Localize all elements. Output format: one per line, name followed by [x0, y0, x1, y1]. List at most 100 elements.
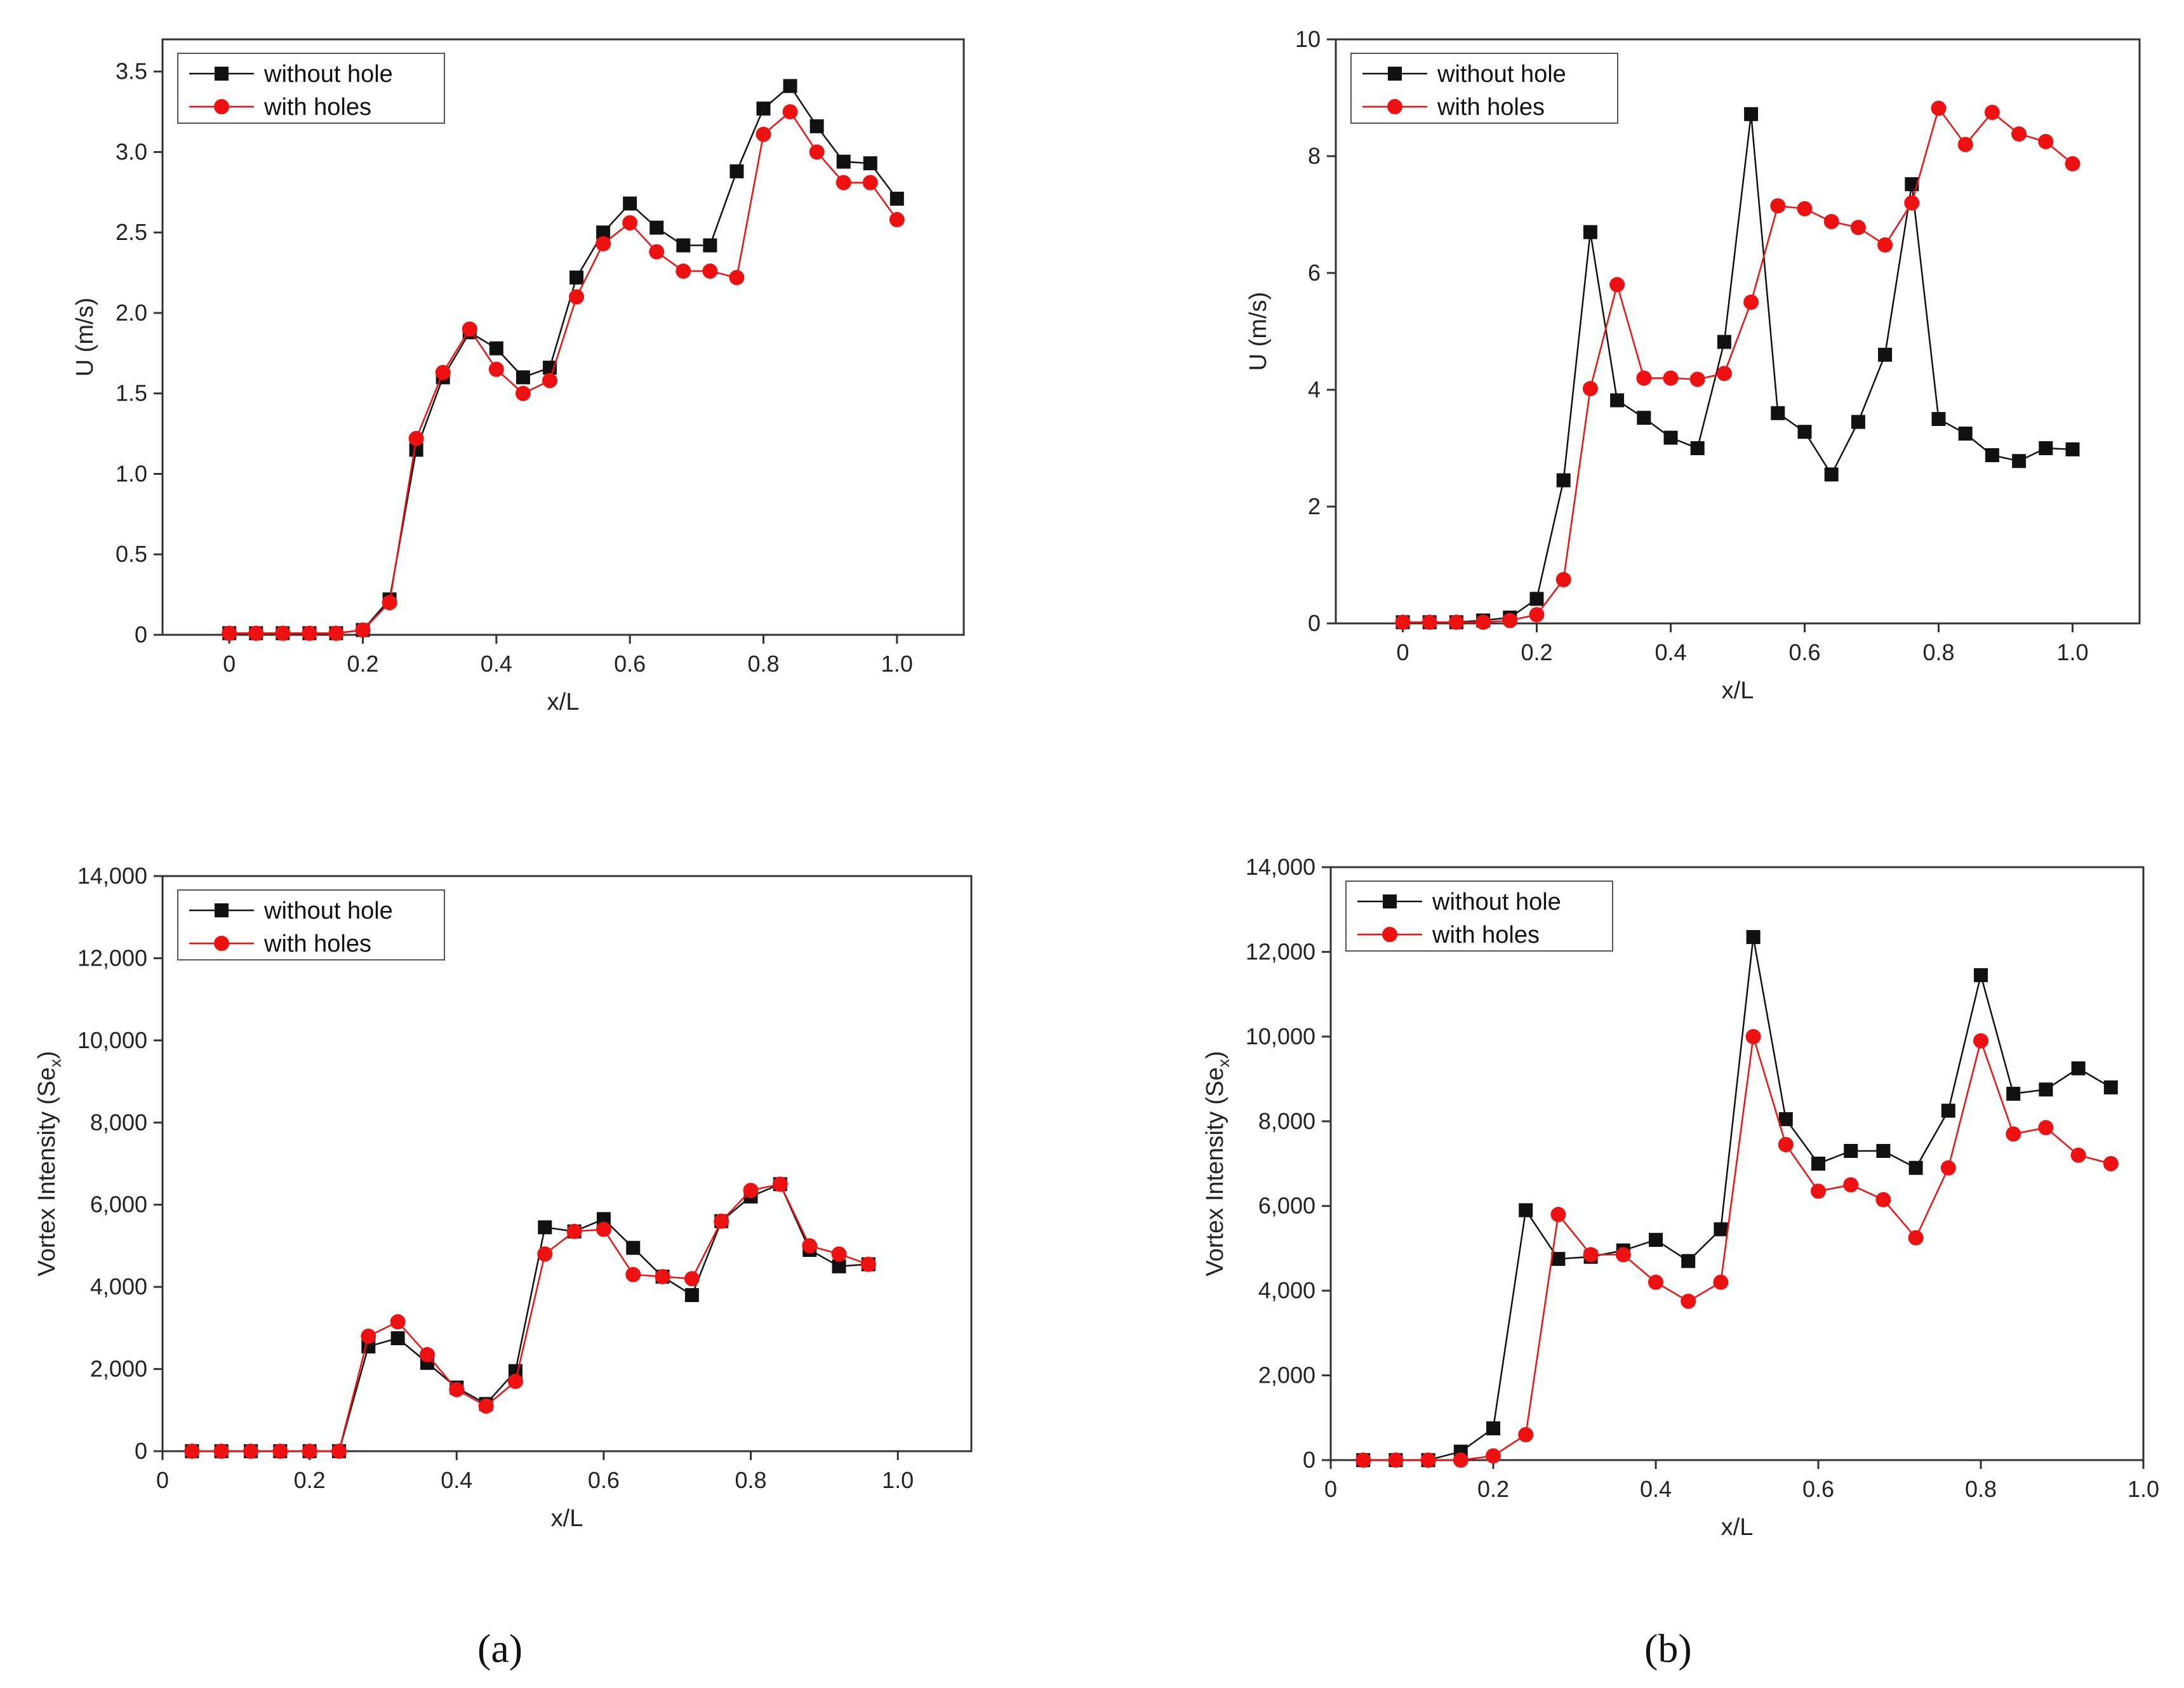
data-point-with-holes [272, 1444, 288, 1459]
data-point-with-holes [802, 1238, 818, 1254]
data-point-without-hole [516, 370, 530, 385]
data-point-without-hole [1519, 1203, 1533, 1218]
data-point-without-hole [1797, 425, 1812, 439]
x-tick-label: 0.6 [1802, 1476, 1834, 1502]
x-axis-label: x/L [1721, 1514, 1754, 1541]
data-point-without-hole [1974, 968, 1988, 983]
plot-frame [1329, 866, 2145, 1461]
data-point-without-hole [2065, 442, 2080, 456]
series-line-with-holes [192, 1183, 869, 1452]
x-tick-label: 0 [1396, 639, 1409, 665]
data-point-with-holes [809, 144, 825, 160]
data-point-with-holes [1583, 1247, 1599, 1263]
data-point-with-holes [1940, 1160, 1956, 1176]
x-tick-label: 0.4 [441, 1467, 472, 1493]
y-tick-label: 2.5 [116, 219, 147, 245]
x-tick-label: 0 [1324, 1476, 1337, 1502]
data-point-with-holes [1904, 195, 1920, 211]
data-point-without-hole [1663, 430, 1678, 445]
x-tick-label: 0.2 [347, 651, 378, 677]
x-tick-label: 0.2 [1477, 1476, 1509, 1502]
data-point-with-holes [743, 1183, 759, 1199]
data-point-with-holes [1395, 615, 1411, 630]
y-tick-label: 2 [1308, 493, 1321, 519]
chart-a-bottom: 0 0.2 0.4 0.6 0.8 1.0 0 2,000 4,000 6,000 8,000 10,… [34, 863, 973, 1532]
caption-a: (a) [477, 1626, 523, 1671]
data-point-with-holes [1529, 607, 1545, 623]
data-point-with-holes [1931, 100, 1947, 116]
legend-label-without-hole: without hole [263, 61, 393, 88]
data-point-without-hole [1637, 411, 1651, 425]
data-point-with-holes [1555, 572, 1571, 587]
chart-a-top: 0 0.2 0.4 0.6 0.8 1.0 0 0.5 1.0 1.5 2.0 2.5 3.0 3.5 x/… [72, 38, 965, 715]
data-point-with-holes [2038, 134, 2054, 149]
y-axis-label: U (m/s) [1245, 292, 1272, 371]
data-point-with-holes [1973, 1033, 1988, 1049]
data-point-without-hole [649, 220, 664, 235]
data-point-with-holes [1550, 1207, 1566, 1223]
data-point-with-holes [1811, 1183, 1826, 1199]
plot-frame [161, 875, 973, 1452]
data-point-without-hole [409, 442, 423, 457]
data-point-with-holes [1518, 1426, 1534, 1442]
y-axis-label: Vortex Intensity (Sex) [34, 1051, 65, 1276]
x-tick-label: 0.2 [294, 1467, 326, 1493]
legend-marker-circle [1382, 927, 1397, 942]
series-line-with-holes [229, 110, 898, 634]
data-point-with-holes [1663, 370, 1679, 386]
plot-frame [161, 38, 965, 636]
data-point-with-holes [596, 1221, 611, 1237]
data-point-with-holes [676, 263, 691, 279]
legend-label-without-hole: without hole [263, 898, 393, 924]
y-tick-label: 0 [135, 621, 147, 648]
y-axis-label-subscript: x [46, 1059, 65, 1067]
data-point-with-holes [889, 211, 905, 227]
data-point-with-holes [449, 1381, 465, 1397]
y-tick-label: 0.5 [116, 541, 147, 567]
data-point-with-holes [1843, 1177, 1859, 1193]
y-tick-label: 12,000 [1246, 938, 1315, 964]
data-point-with-holes [302, 1444, 317, 1459]
data-point-without-hole [2006, 1086, 2021, 1101]
data-point-with-holes [2011, 126, 2027, 142]
y-tick-label: 3.5 [116, 58, 147, 84]
data-point-with-holes [184, 1444, 200, 1459]
data-point-without-hole [809, 119, 824, 133]
data-point-without-hole [832, 1259, 846, 1273]
data-point-with-holes [1823, 214, 1839, 230]
data-point-without-hole [1714, 1222, 1728, 1237]
data-point-with-holes [222, 625, 237, 641]
x-axis-label: x/L [547, 689, 580, 715]
data-point-without-hole [489, 341, 503, 356]
data-point-without-hole [596, 1212, 611, 1226]
data-point-with-holes [488, 361, 504, 377]
data-point-with-holes [1388, 1452, 1404, 1468]
data-point-with-holes [2103, 1156, 2119, 1171]
data-point-with-holes [1420, 1452, 1436, 1468]
data-point-with-holes [860, 1256, 876, 1272]
data-point-without-hole [1778, 1112, 1793, 1126]
data-point-with-holes [649, 244, 665, 260]
y-axis-label: U (m/s) [72, 298, 98, 377]
x-tick-label: 1.0 [2127, 1476, 2159, 1502]
series-line-without-hole [1402, 114, 2073, 623]
data-point-with-holes [1502, 613, 1518, 628]
data-point-without-hole [1876, 1143, 1891, 1158]
data-point-with-holes [2065, 156, 2081, 171]
y-tick-label: 14,000 [77, 863, 147, 889]
data-point-with-holes [2006, 1126, 2021, 1142]
data-point-with-holes [831, 1246, 847, 1262]
data-point-without-hole [729, 164, 744, 178]
data-point-without-hole [1529, 592, 1544, 606]
data-point-with-holes [462, 321, 477, 337]
x-tick-label: 0.4 [1640, 1476, 1672, 1502]
data-point-with-holes [537, 1246, 553, 1262]
data-point-with-holes [1486, 1448, 1501, 1464]
data-point-with-holes [756, 126, 771, 142]
data-point-with-holes [1875, 1192, 1891, 1207]
data-point-with-holes [1355, 1452, 1371, 1468]
data-point-with-holes [1475, 615, 1491, 630]
data-point-without-hole [1690, 441, 1705, 455]
data-point-with-holes [1681, 1293, 1696, 1309]
